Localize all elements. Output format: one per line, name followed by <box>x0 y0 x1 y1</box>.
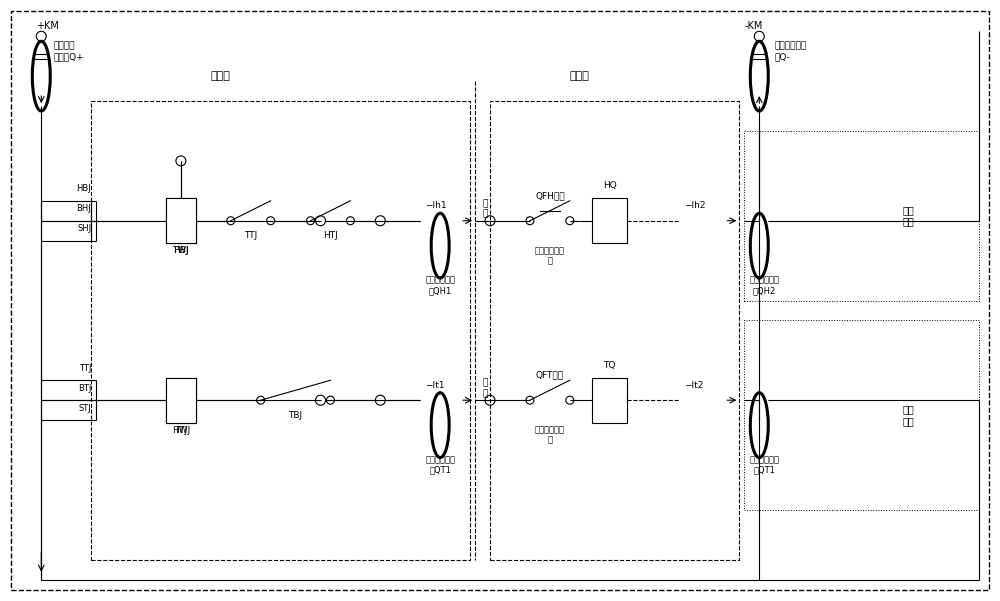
Text: QFH常闭: QFH常闭 <box>535 191 565 200</box>
Text: −It2: −It2 <box>684 381 704 389</box>
Text: 直流霍尔传感
器QT1: 直流霍尔传感 器QT1 <box>749 456 779 475</box>
Bar <box>166 378 196 423</box>
Text: HBJ: HBJ <box>173 246 189 255</box>
Text: 电
缆: 电 缆 <box>482 379 488 398</box>
Text: +KM: +KM <box>36 21 59 31</box>
Text: 直流霍尔传感
器QH2: 直流霍尔传感 器QH2 <box>749 276 779 295</box>
Text: HTJ: HTJ <box>323 231 338 240</box>
Text: 直流霍尔传感
器QH1: 直流霍尔传感 器QH1 <box>425 276 455 295</box>
Text: BTJ: BTJ <box>78 384 91 392</box>
Bar <box>166 198 196 243</box>
Text: 直流霍尔
传感器Q+: 直流霍尔 传感器Q+ <box>53 41 84 61</box>
Text: 机构箱: 机构箱 <box>570 71 590 81</box>
Text: HBJ: HBJ <box>76 185 91 194</box>
Bar <box>592 378 627 423</box>
Text: TWJ: TWJ <box>172 246 189 255</box>
Text: STJ: STJ <box>78 404 91 413</box>
Text: 断路器辅助触
点: 断路器辅助触 点 <box>535 246 565 265</box>
Text: 跳闸
回路: 跳闸 回路 <box>903 404 915 426</box>
Bar <box>490 101 739 560</box>
Text: TTJ: TTJ <box>79 364 91 373</box>
Text: TTJ: TTJ <box>174 426 188 435</box>
Text: 直流霍尔传感
器Q-: 直流霍尔传感 器Q- <box>774 41 806 61</box>
Text: HWJ: HWJ <box>172 426 190 435</box>
Text: 合闸
回路: 合闸 回路 <box>903 205 915 227</box>
Text: SHJ: SHJ <box>77 224 91 233</box>
Text: 直流霍尔传感
器QT1: 直流霍尔传感 器QT1 <box>425 456 455 475</box>
Text: QFT常开: QFT常开 <box>536 371 564 380</box>
Text: HQ: HQ <box>603 182 617 191</box>
Text: 操作箱: 操作箱 <box>211 71 231 81</box>
Text: TQ: TQ <box>604 361 616 370</box>
Text: TTJ: TTJ <box>244 231 257 240</box>
Bar <box>166 198 196 243</box>
Bar <box>744 131 979 300</box>
Text: TBJ: TBJ <box>289 410 303 419</box>
Text: -KM: -KM <box>744 21 763 31</box>
Text: −Ih1: −Ih1 <box>425 201 447 210</box>
Text: 断路器辅助触
点: 断路器辅助触 点 <box>535 426 565 445</box>
Bar <box>166 378 196 423</box>
Text: BHJ: BHJ <box>76 204 91 213</box>
Bar <box>592 198 627 243</box>
Text: −It1: −It1 <box>425 381 445 389</box>
Text: −Ih2: −Ih2 <box>684 201 706 210</box>
Bar <box>91 101 470 560</box>
Bar <box>744 320 979 510</box>
Text: 电
缆: 电 缆 <box>482 199 488 219</box>
